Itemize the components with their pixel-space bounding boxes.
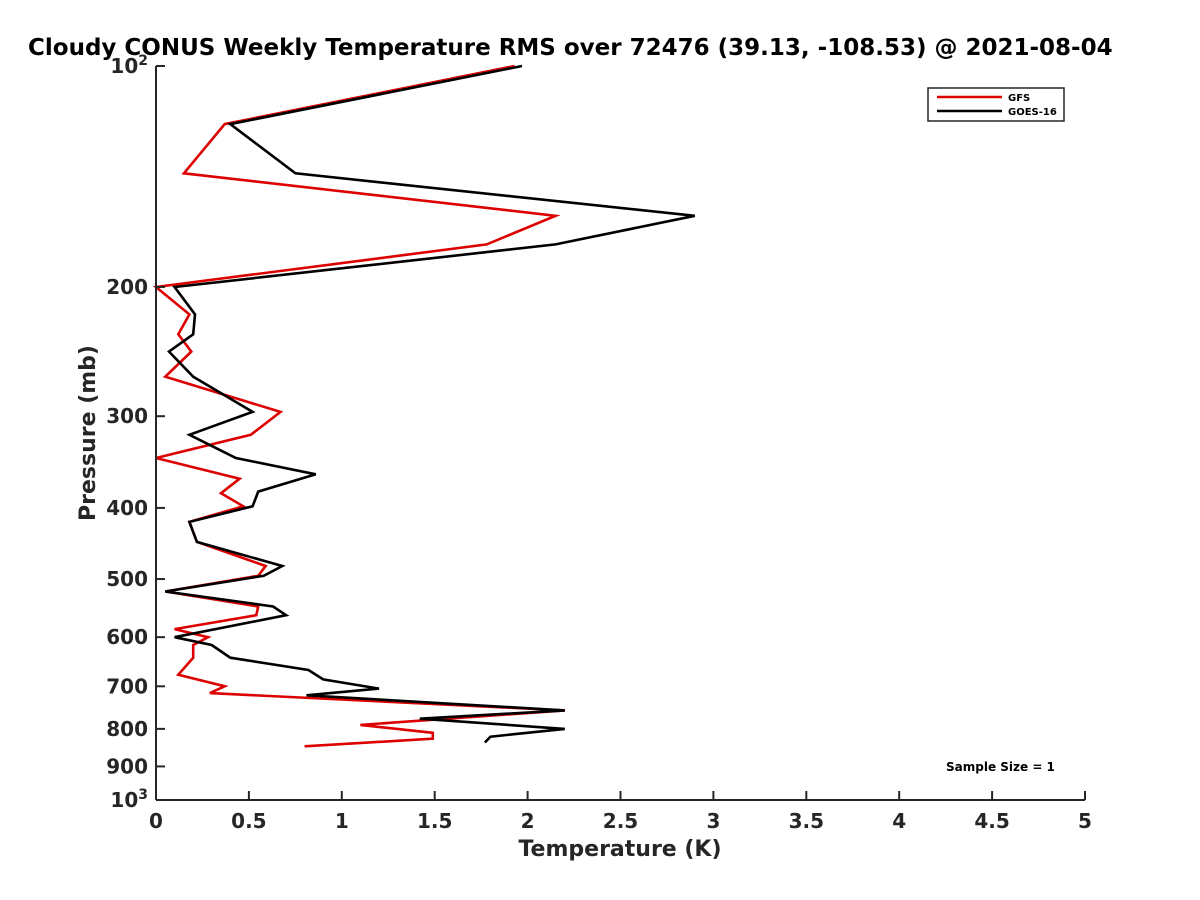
x-axis-label: Temperature (K) xyxy=(518,837,721,862)
x-tick-label: 1 xyxy=(335,809,349,833)
x-tick-label: 2 xyxy=(521,809,535,833)
y-axis-label: Pressure (mb) xyxy=(76,345,101,521)
y-tick-label: 102 xyxy=(110,53,148,78)
axes xyxy=(155,66,1085,801)
y-tick-label: 103 xyxy=(110,787,148,812)
y-tick-label: 200 xyxy=(106,275,148,299)
series-layer xyxy=(152,64,696,748)
x-ticks: 0 0.5 1 1.5 2 2.5 3 3.5 4 4.5 5 xyxy=(149,791,1092,833)
sample-size-annotation: Sample Size = 1 xyxy=(946,760,1055,774)
series-line-gfs xyxy=(152,64,565,748)
legend: GFS GOES-16 xyxy=(927,87,1065,122)
y-tick-label: 600 xyxy=(106,625,148,649)
legend-box xyxy=(927,87,1065,122)
chart-title: Cloudy CONUS Weekly Temperature RMS over… xyxy=(28,35,1113,61)
legend-label-gfs: GFS xyxy=(1008,93,1030,104)
x-tick-label: 4 xyxy=(892,809,906,833)
y-tick-label: 300 xyxy=(106,404,148,428)
x-tick-label: 4.5 xyxy=(974,809,1009,833)
x-tick-label: 1.5 xyxy=(417,809,452,833)
legend-label-goes16: GOES-16 xyxy=(1008,107,1057,118)
x-tick-label: 3.5 xyxy=(789,809,824,833)
y-tick-label: 900 xyxy=(106,754,148,778)
x-tick-label: 0 xyxy=(149,809,163,833)
x-tick-label: 0.5 xyxy=(231,809,266,833)
x-tick-label: 5 xyxy=(1078,809,1092,833)
y-tick-label: 500 xyxy=(106,567,148,591)
x-tick-label: 3 xyxy=(706,809,720,833)
y-ticks: 102 200 300 400 500 600 700 800 900 103 xyxy=(106,53,165,812)
y-tick-label: 400 xyxy=(106,496,148,520)
x-tick-label: 2.5 xyxy=(603,809,638,833)
y-tick-label: 700 xyxy=(106,674,148,698)
series-line-goes16 xyxy=(165,64,696,744)
y-tick-label: 800 xyxy=(106,717,148,741)
